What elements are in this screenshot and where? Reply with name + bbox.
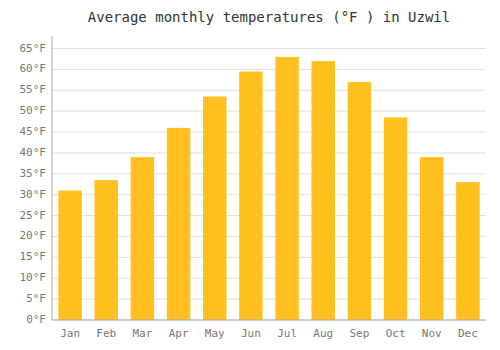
y-tick-label: 55°F	[20, 83, 47, 96]
x-tick-label: Mar	[132, 327, 152, 340]
y-tick-label: 25°F	[20, 209, 47, 222]
chart-container: Average monthly temperatures (°F ) in Uz…	[0, 0, 500, 350]
x-tick-label: Sep	[349, 327, 369, 340]
bar	[384, 117, 408, 320]
y-tick-label: 65°F	[20, 42, 47, 55]
grid-line	[52, 48, 486, 49]
y-tick-label: 40°F	[20, 146, 47, 159]
y-tick-label: 15°F	[20, 250, 47, 263]
bar	[348, 82, 372, 320]
grid-line	[52, 320, 486, 321]
x-tick-label: Jun	[241, 327, 261, 340]
y-tick-label: 10°F	[20, 271, 47, 284]
x-tick-label: Nov	[422, 327, 442, 340]
x-tick-label: Jan	[60, 327, 80, 340]
bar	[239, 72, 263, 321]
x-tick-label: Apr	[169, 327, 189, 340]
x-axis: Jan Feb Mar Apr May Jun Jul Aug Sep Oct Nov Dec	[60, 327, 478, 340]
grid-line	[52, 152, 486, 153]
bar	[167, 128, 191, 320]
bar	[275, 57, 299, 320]
y-axis: 0°F 5°F 10°F 15°F 20°F 25°F 30°F 35°F 40°F 45°F 50…	[20, 42, 47, 326]
bar	[94, 180, 118, 320]
y-tick-label: 35°F	[20, 167, 47, 180]
bar	[456, 182, 480, 320]
bar	[58, 191, 82, 320]
y-tick-label: 45°F	[20, 125, 47, 138]
y-tick-label: 60°F	[20, 62, 47, 75]
y-tick-label: 5°F	[26, 292, 46, 305]
y-tick-label: 50°F	[20, 104, 47, 117]
bar	[203, 97, 227, 320]
grid-line	[52, 111, 486, 112]
x-tick-label: Aug	[313, 327, 333, 340]
x-tick-label: Jul	[277, 327, 297, 340]
bars	[58, 57, 479, 320]
x-tick-label: May	[205, 327, 225, 340]
grid-line	[52, 69, 486, 70]
x-tick-label: Dec	[458, 327, 478, 340]
bar	[420, 157, 444, 320]
y-axis-line	[52, 36, 53, 320]
y-tick-label: 0°F	[26, 313, 46, 326]
y-tick-label: 20°F	[20, 229, 47, 242]
chart: Average monthly temperatures (°F ) in Uz…	[0, 0, 500, 350]
x-tick-label: Oct	[386, 327, 406, 340]
grid-line	[52, 132, 486, 133]
grid-line	[52, 90, 486, 91]
bar	[131, 157, 155, 320]
grid	[52, 49, 486, 320]
x-axis-line	[52, 320, 486, 321]
bar	[311, 61, 335, 320]
title: Average monthly temperatures (°F ) in Uz…	[88, 9, 450, 25]
x-tick-label: Feb	[96, 327, 116, 340]
y-tick-label: 30°F	[20, 188, 47, 201]
